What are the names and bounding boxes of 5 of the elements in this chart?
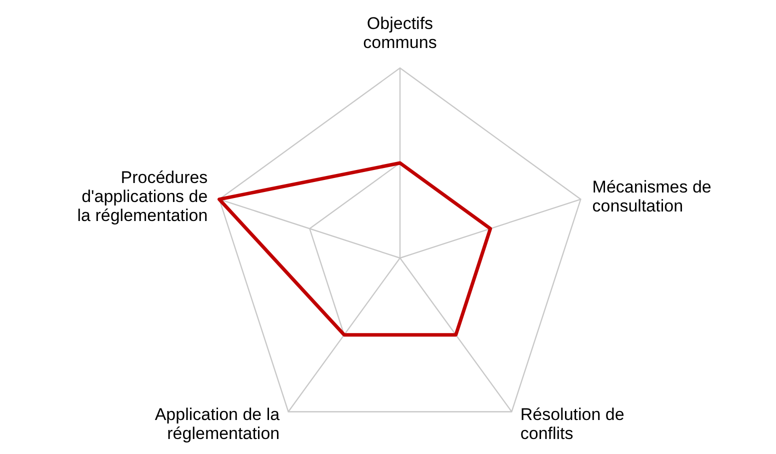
spoke-label: Application de la réglementation [154, 405, 280, 444]
spoke-label: Mécanismes de consultation [592, 177, 712, 216]
spoke-label: Résolution de conflits [520, 405, 624, 444]
spoke-label: Procédures d'applications de la réglementation [77, 168, 208, 225]
spoke-label: Objectifs communs [363, 14, 437, 52]
